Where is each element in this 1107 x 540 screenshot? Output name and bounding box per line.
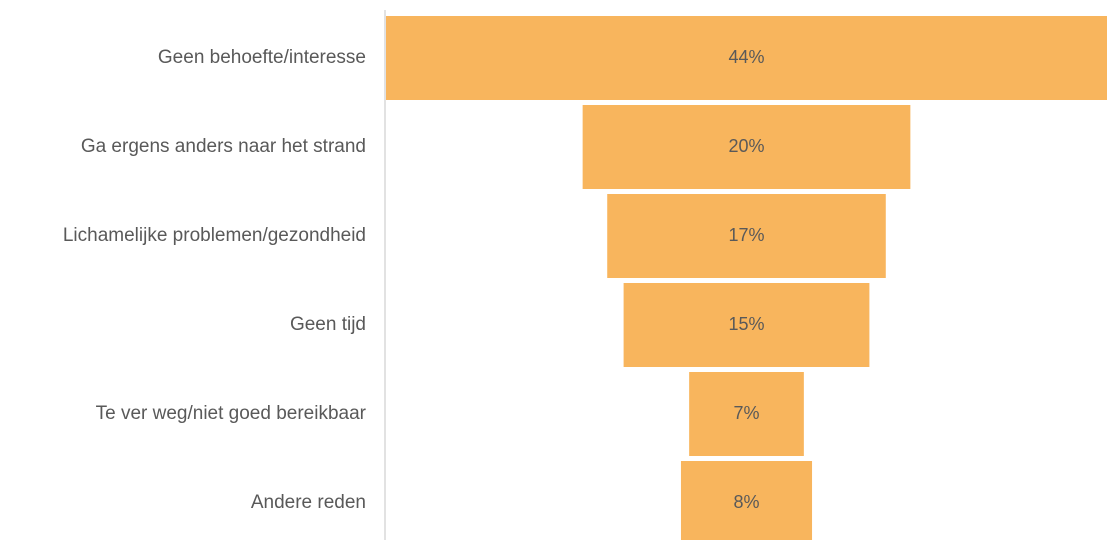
value-label: 7%	[733, 403, 759, 423]
category-label: Ga ergens anders naar het strand	[81, 136, 366, 157]
value-label: 15%	[728, 314, 764, 334]
funnel-bar	[607, 194, 886, 278]
funnel-bar	[582, 105, 911, 189]
funnel-bar	[680, 461, 813, 540]
funnel-bar	[689, 372, 804, 456]
funnel-bar	[386, 16, 1107, 100]
value-label: 17%	[728, 225, 764, 245]
value-label: 44%	[728, 47, 764, 67]
value-label: 20%	[728, 136, 764, 156]
category-label: Andere reden	[251, 492, 366, 513]
category-label: Te ver weg/niet goed bereikbaar	[96, 403, 367, 424]
category-label: Lichamelijke problemen/gezondheid	[63, 225, 366, 246]
category-label: Geen behoefte/interesse	[158, 47, 366, 68]
value-label: 8%	[733, 492, 759, 512]
category-label: Geen tijd	[290, 314, 366, 335]
funnel-bar	[623, 283, 870, 367]
